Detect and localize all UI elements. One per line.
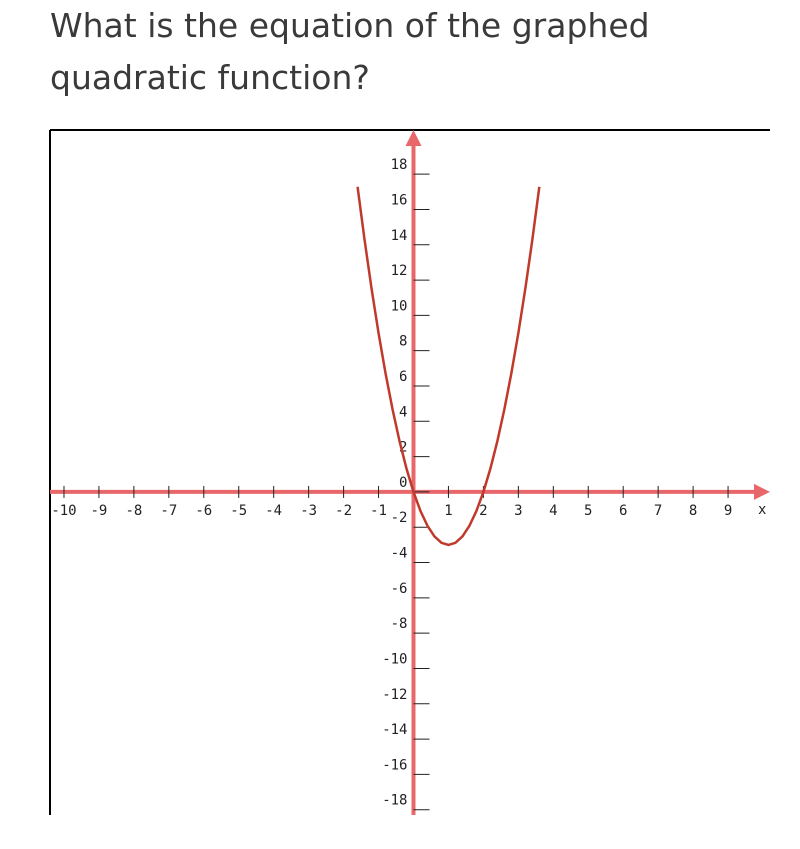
y-tick-label: 6: [399, 369, 407, 385]
y-tick-label: 4: [399, 404, 407, 420]
x-tick-label: 9: [724, 503, 732, 519]
x-tick-label: 1: [444, 503, 452, 519]
x-tick-label: 7: [654, 503, 662, 519]
y-axis-arrow: [405, 130, 422, 146]
y-tick-label: -8: [391, 616, 408, 632]
x-tick-label: -4: [265, 503, 282, 519]
x-tick-label: -5: [230, 503, 247, 519]
y-tick-label: -10: [382, 651, 407, 667]
x-tick-label: -6: [195, 503, 212, 519]
x-tick-label: -7: [160, 503, 177, 519]
x-tick-label: 2: [479, 503, 487, 519]
x-tick-label: -8: [125, 503, 142, 519]
question: What is the equation of the graphed quad…: [50, 6, 650, 97]
x-tick-label: 3: [514, 503, 522, 519]
x-tick-label: -1: [370, 503, 387, 519]
x-tick-label: 5: [584, 503, 592, 519]
y-tick-label: 16: [391, 192, 408, 208]
y-tick-label: 0: [399, 475, 407, 491]
y-tick-label: -2: [391, 510, 408, 526]
y-tick-label: 2: [399, 440, 407, 456]
y-tick-label: -16: [382, 757, 407, 773]
x-tick-label: 4: [549, 503, 557, 519]
x-tick-label: 6: [619, 503, 627, 519]
y-tick-label: 18: [391, 157, 408, 173]
y-tick-label: 8: [399, 334, 407, 350]
y-tick-label: 10: [391, 298, 408, 314]
x-axis-label: x: [758, 502, 766, 518]
y-tick-label: 12: [391, 263, 408, 279]
y-tick-label: -18: [382, 793, 407, 809]
y-tick-label: -4: [391, 546, 408, 562]
x-tick-label: -3: [300, 503, 317, 519]
x-axis-arrow: [754, 483, 770, 500]
x-tick-label: 8: [689, 503, 697, 519]
y-tick-label: -12: [382, 687, 407, 703]
x-tick-label: -10: [51, 503, 76, 519]
y-tick-label: 14: [391, 228, 408, 244]
y-tick-label: -6: [391, 581, 408, 597]
x-tick-label: -2: [335, 503, 352, 519]
curve: [356, 186, 541, 547]
y-tick-label: -14: [382, 722, 407, 738]
x-tick-label: -9: [91, 503, 108, 519]
